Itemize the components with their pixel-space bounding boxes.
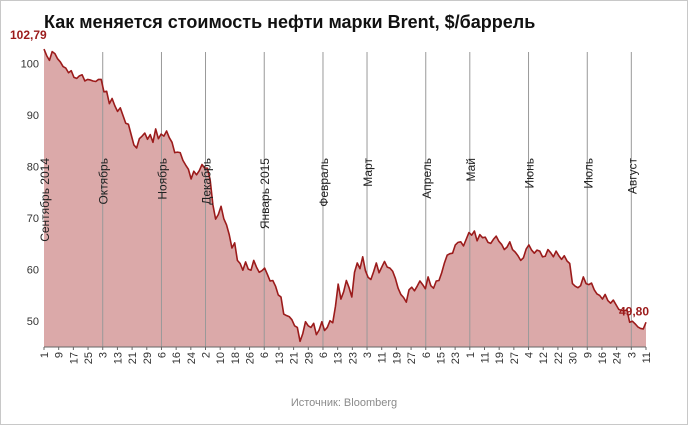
- y-tick-label: 50: [27, 316, 39, 328]
- x-tick-label: 21: [289, 352, 301, 364]
- x-tick-label: 29: [303, 352, 315, 364]
- x-tick-label: 27: [509, 352, 521, 364]
- x-tick-label: 21: [127, 352, 139, 364]
- x-tick-label: 10: [215, 352, 227, 364]
- x-tick-label: 11: [641, 352, 653, 363]
- x-tick-label: 15: [435, 352, 447, 364]
- month-label: Февраль: [317, 158, 331, 207]
- x-tick-label: 19: [391, 352, 403, 364]
- x-tick-label: 24: [186, 352, 198, 364]
- month-label: Август: [625, 158, 639, 195]
- month-label: Апрель: [420, 158, 434, 199]
- x-tick-label: 18: [230, 352, 242, 364]
- month-label: Декабрь: [200, 158, 214, 205]
- x-tick-label: 23: [347, 352, 359, 364]
- x-tick-label: 13: [112, 352, 124, 364]
- x-tick-label: 3: [626, 352, 638, 358]
- x-tick-label: 29: [142, 352, 154, 364]
- y-tick-label: 90: [27, 110, 39, 122]
- x-tick-label: 6: [156, 352, 168, 358]
- x-tick-label: 22: [553, 352, 565, 364]
- price-area-layer: [44, 49, 646, 347]
- month-label: Октябрь: [97, 158, 111, 205]
- month-label: Июль: [581, 158, 595, 189]
- x-tick-label: 11: [479, 352, 491, 363]
- month-label: Март: [361, 158, 375, 187]
- month-label: Сентябрь 2014: [38, 158, 52, 242]
- month-labels: Сентябрь 2014 Октябрь Ноябрь Декабрь Январь …: [38, 158, 639, 242]
- x-tick-label: 3: [98, 352, 110, 358]
- month-label: Ноябрь: [155, 158, 169, 200]
- y-tick-label: 70: [27, 213, 39, 225]
- x-tick-label: 16: [171, 352, 183, 364]
- y-tick-label: 100: [21, 58, 39, 70]
- x-tick-label: 6: [259, 352, 271, 358]
- x-tick-label: 9: [54, 352, 66, 358]
- x-tick-label: 11: [377, 352, 389, 363]
- month-label: Июнь: [523, 158, 537, 189]
- x-tick-label: 13: [274, 352, 286, 364]
- x-tick-label: 1: [465, 352, 477, 358]
- x-tick-label: 3: [362, 352, 374, 358]
- month-gridlines: [102, 52, 632, 347]
- month-label: Май: [464, 158, 478, 182]
- x-tick-label: 19: [494, 352, 506, 364]
- y-axis: 50 60 70 80 90 100: [21, 58, 39, 328]
- chart-source: Источник: Bloomberg: [290, 397, 398, 409]
- x-tick-label: 6: [318, 352, 330, 358]
- x-tick-label: 9: [582, 352, 594, 358]
- x-tick-label: 27: [406, 352, 418, 364]
- x-tick-label: 12: [538, 352, 550, 364]
- x-tick-label: 30: [568, 352, 580, 364]
- x-tick-label: 23: [450, 352, 462, 364]
- x-axis: 1 9 17 25 3 13 21 29 6 16 24 2 10 18 26 6 13 21 29 6 13 23 3 11…: [39, 346, 653, 364]
- x-tick-label: 13: [333, 352, 345, 364]
- last-value-label: 49,80: [619, 304, 649, 318]
- y-tick-label: 60: [27, 265, 39, 277]
- first-value-label: 102,79: [10, 28, 47, 42]
- price-line: [43, 48, 647, 343]
- x-tick-label: 6: [421, 352, 433, 358]
- x-tick-label: 24: [612, 352, 624, 364]
- x-tick-label: 16: [597, 352, 609, 364]
- price-line-layer: [43, 48, 647, 343]
- x-tick-label: 4: [524, 352, 536, 358]
- y-tick-label: 80: [27, 162, 39, 174]
- x-tick-label: 25: [83, 352, 95, 364]
- x-tick-label: 26: [245, 352, 257, 364]
- x-tick-label: 17: [68, 352, 80, 364]
- price-area: [44, 49, 646, 347]
- month-label: Январь 2015: [258, 158, 272, 229]
- chart-title: Как меняется стоимость нефти марки Brent…: [44, 12, 536, 32]
- data-labels: 102,79 49,80: [10, 28, 649, 318]
- x-tick-label: 2: [201, 352, 213, 358]
- x-tick-label: 1: [39, 352, 51, 358]
